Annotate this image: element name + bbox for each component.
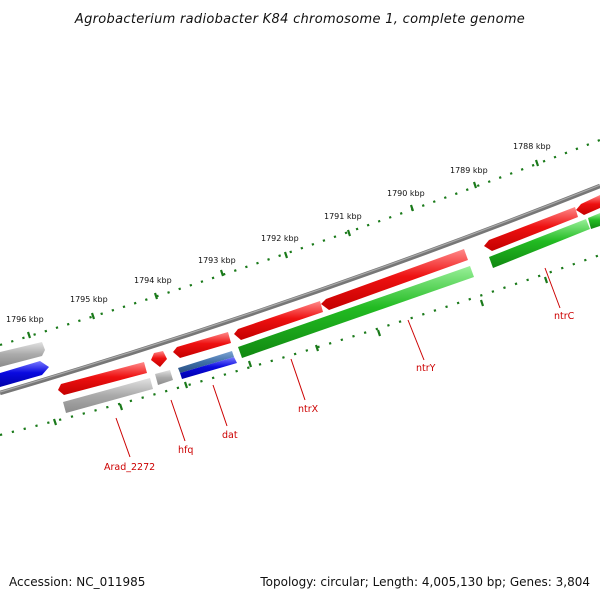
- reverse-strand-genes: [63, 213, 600, 413]
- gene-arrow-green-ntrc: [489, 219, 590, 268]
- scale-label: 1791 kbp: [324, 212, 362, 221]
- gene-arrow-green-right-edge: [588, 213, 600, 229]
- gene-label-ntrx: ntrX: [298, 404, 319, 415]
- scale-label: 1796 kbp: [6, 315, 44, 324]
- scale-label: 1788 kbp: [513, 142, 551, 151]
- scale-label: 1793 kbp: [198, 256, 236, 265]
- inner-scale-track: [0, 253, 600, 437]
- inner-major-ticks: [52, 276, 549, 426]
- scale-label: 1790 kbp: [387, 189, 425, 198]
- scale-label: 1794 kbp: [134, 276, 172, 285]
- accession-text: Accession: NC_011985: [9, 575, 145, 589]
- gene-labels: ntrC ntrY ntrX dat hfq Arad_2272: [104, 311, 575, 473]
- chromosome-backbone: [0, 183, 600, 396]
- outer-major-ticks: [26, 159, 540, 339]
- label-leader-lines: [115, 267, 561, 458]
- gene-label-ntry: ntrY: [416, 363, 436, 374]
- gene-arrow-red-hfq: [151, 351, 167, 367]
- scale-label: 1795 kbp: [70, 295, 108, 304]
- gene-label-arad2272: Arad_2272: [104, 462, 155, 473]
- topology-summary-text: Topology: circular; Length: 4,005,130 bp…: [259, 575, 590, 589]
- gene-label-dat: dat: [222, 430, 238, 441]
- gene-arrow-red-right-edge: [576, 195, 600, 215]
- gene-label-ntrc: ntrC: [554, 311, 575, 322]
- gene-arrow-blue: [180, 357, 237, 379]
- gene-arrow-red-arad2272: [58, 362, 147, 395]
- map-title: Agrobacterium radiobacter K84 chromosome…: [74, 12, 525, 27]
- gene-label-hfq: hfq: [178, 445, 193, 456]
- gene-arrow-steel: [178, 351, 234, 373]
- scale-labels: 1788 kbp 1789 kbp 1790 kbp 1791 kbp 1792…: [6, 142, 551, 324]
- forward-strand-genes: [0, 195, 600, 395]
- chromosome-backbone-highlight: [0, 184, 600, 393]
- gene-arrow-red-ntry: [321, 249, 468, 310]
- gene-arrow-red-ntrx: [234, 301, 323, 340]
- gene-arrow-red-ntrc: [484, 207, 578, 251]
- gene-arrow-gray-small: [155, 370, 173, 385]
- gene-arrow-gray-left: [0, 342, 45, 367]
- scale-label: 1792 kbp: [261, 234, 299, 243]
- gene-arrow-red-dat: [173, 332, 231, 358]
- gene-arrow-blue-left: [0, 361, 49, 387]
- scale-label: 1789 kbp: [450, 166, 488, 175]
- gene-arrow-gray-arad: [63, 378, 153, 413]
- gene-arrow-green-long: [238, 266, 474, 358]
